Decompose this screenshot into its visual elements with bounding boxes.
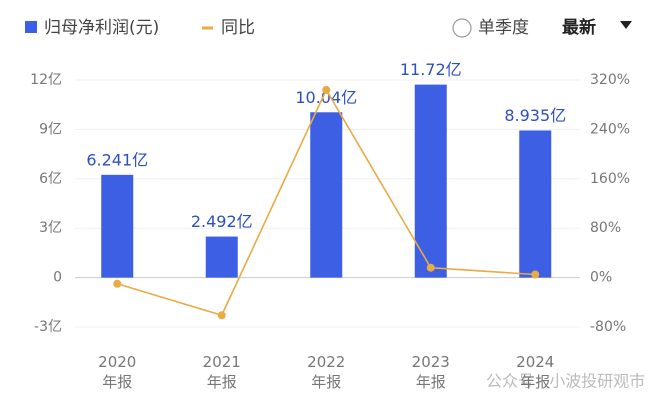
bar [205, 236, 238, 278]
value-label: 11.72亿 [400, 60, 462, 79]
x-tick-label: 2021 年报 [203, 353, 241, 391]
value-label: 6.241亿 [86, 150, 148, 169]
y2-tick-label: 240% [590, 121, 630, 137]
legend-label: 归母净利润(元) [44, 18, 159, 38]
bar [414, 84, 447, 278]
watermark: 公众号 · 小波投研观市 [486, 372, 645, 391]
line-point [217, 311, 226, 320]
y2-tick-label: 0% [590, 270, 612, 286]
y-tick-label: 3亿 [39, 220, 62, 236]
line-point [531, 270, 540, 279]
value-label: 10.04亿 [295, 88, 357, 107]
value-label: 2.492亿 [191, 212, 253, 231]
bar [101, 174, 134, 278]
line-point [113, 279, 122, 288]
legend-label: 同比 [221, 18, 255, 38]
y-tick-label: 9亿 [39, 121, 62, 137]
x-tick-label: 2023 年报 [412, 353, 450, 391]
y-tick-label: -3亿 [34, 319, 62, 335]
dropdown-arrow[interactable] [620, 21, 632, 29]
y2-tick-label: 320% [590, 72, 630, 88]
y-tick-label: 6亿 [39, 171, 62, 187]
dropdown-label[interactable]: 最新 [562, 17, 596, 38]
toggle-label[interactable]: 单季度 [478, 18, 529, 38]
y2-tick-label: 80% [590, 220, 621, 236]
x-tick-label: 2024 年报 [516, 353, 554, 391]
y2-tick-label: 160% [590, 171, 630, 187]
y-tick-label: 12亿 [30, 72, 62, 88]
line-point [426, 263, 435, 272]
bar [310, 112, 343, 278]
value-label: 8.935亿 [504, 106, 566, 125]
y-tick-label: 0 [53, 270, 62, 286]
x-tick-label: 2020 年报 [98, 353, 136, 391]
bar [519, 130, 552, 278]
x-tick-label: 2022 年报 [307, 353, 345, 391]
line-point [322, 85, 331, 94]
toggle-radio[interactable] [452, 18, 472, 38]
y2-tick-label: -80% [590, 319, 626, 335]
legend-swatch [25, 21, 37, 33]
